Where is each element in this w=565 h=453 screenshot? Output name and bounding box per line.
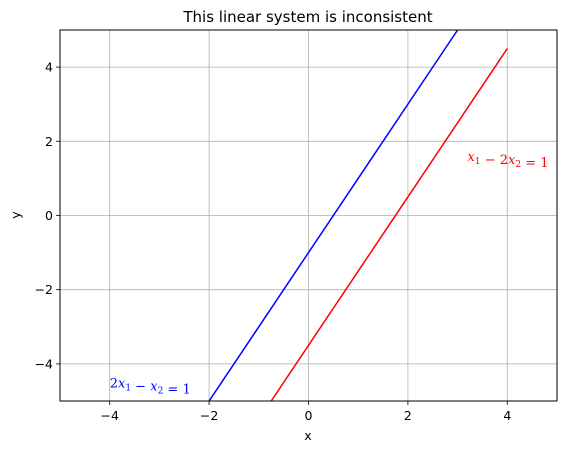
x-tick-label: −4 (100, 408, 118, 423)
series-1-equation-label: 2x1 − x2 = 1 (110, 376, 191, 397)
series-line-2 (270, 48, 508, 402)
series-layer (208, 29, 508, 402)
annotations: 2x1 − x2 = 1 x1 − 2x2 = 1 (110, 150, 549, 397)
y-tick-label: −2 (35, 282, 53, 297)
x-tick-label: 0 (305, 408, 313, 423)
x-axis-label: x (304, 428, 311, 443)
y-axis-label: y (8, 211, 23, 219)
chart-title: This linear system is inconsistent (182, 8, 432, 26)
y-tick-label: 2 (45, 134, 53, 149)
series-line-1 (208, 29, 459, 402)
series-2-equation-label: x1 − 2x2 = 1 (468, 150, 549, 171)
x-tick-label: −2 (200, 408, 218, 423)
x-tick-label: 4 (503, 408, 511, 423)
y-tick-label: 0 (45, 208, 53, 223)
y-tick-label: 4 (45, 60, 53, 75)
grid (60, 30, 557, 401)
x-tick-label: 2 (404, 408, 412, 423)
ticks: −4 −2 0 2 4 −4 −2 0 2 4 (35, 60, 512, 423)
y-tick-label: −4 (35, 356, 53, 371)
